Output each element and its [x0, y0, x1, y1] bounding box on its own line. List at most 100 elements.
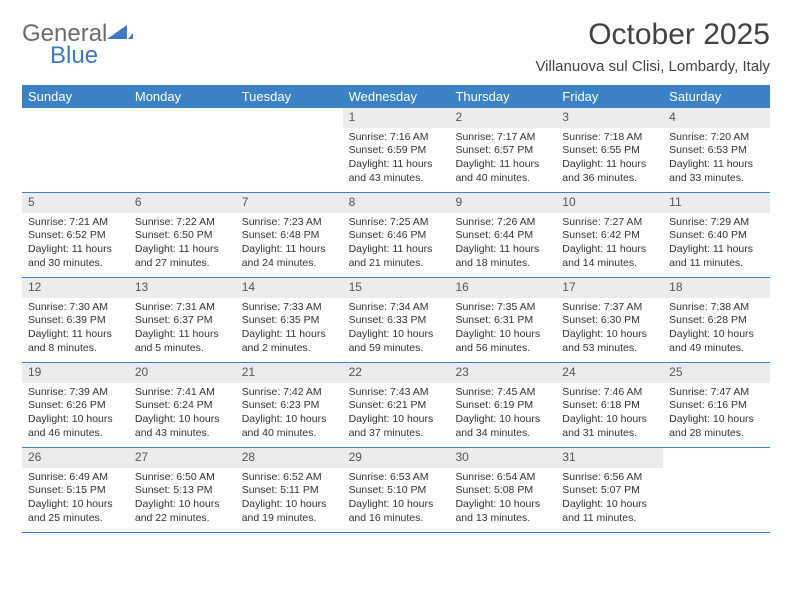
day-header-mon: Monday [129, 85, 236, 108]
day-details: Sunrise: 7:33 AMSunset: 6:35 PMDaylight:… [236, 298, 343, 360]
daylight-line: Daylight: 11 hours and 11 minutes. [669, 243, 764, 270]
logo: General Blue [22, 22, 133, 68]
sunset-line: Sunset: 6:16 PM [669, 399, 764, 413]
daylight-line: Daylight: 11 hours and 8 minutes. [28, 328, 123, 355]
day-details: Sunrise: 7:17 AMSunset: 6:57 PMDaylight:… [449, 128, 556, 190]
daylight-line: Daylight: 10 hours and 56 minutes. [455, 328, 550, 355]
location: Villanuova sul Clisi, Lombardy, Italy [535, 58, 770, 75]
day-cell: 23Sunrise: 7:45 AMSunset: 6:19 PMDayligh… [449, 363, 556, 447]
day-number: 22 [343, 363, 450, 383]
sunrise-line: Sunrise: 7:46 AM [562, 386, 657, 400]
daylight-line: Daylight: 11 hours and 18 minutes. [455, 243, 550, 270]
day-cell: 19Sunrise: 7:39 AMSunset: 6:26 PMDayligh… [22, 363, 129, 447]
daylight-line: Daylight: 10 hours and 19 minutes. [242, 498, 337, 525]
day-number: 14 [236, 278, 343, 298]
day-header-wed: Wednesday [343, 85, 450, 108]
sunrise-line: Sunrise: 6:53 AM [349, 471, 444, 485]
sunset-line: Sunset: 6:31 PM [455, 314, 550, 328]
sunrise-line: Sunrise: 7:23 AM [242, 216, 337, 230]
day-number: 27 [129, 448, 236, 468]
sunset-line: Sunset: 6:26 PM [28, 399, 123, 413]
day-header-fri: Friday [556, 85, 663, 108]
day-details: Sunrise: 7:34 AMSunset: 6:33 PMDaylight:… [343, 298, 450, 360]
daylight-line: Daylight: 10 hours and 59 minutes. [349, 328, 444, 355]
sunrise-line: Sunrise: 7:38 AM [669, 301, 764, 315]
day-details: Sunrise: 7:47 AMSunset: 6:16 PMDaylight:… [663, 383, 770, 445]
day-details: Sunrise: 7:43 AMSunset: 6:21 PMDaylight:… [343, 383, 450, 445]
day-cell: 29Sunrise: 6:53 AMSunset: 5:10 PMDayligh… [343, 448, 450, 532]
sunset-line: Sunset: 6:50 PM [135, 229, 230, 243]
day-header-sat: Saturday [663, 85, 770, 108]
sunset-line: Sunset: 5:11 PM [242, 484, 337, 498]
sunrise-line: Sunrise: 6:49 AM [28, 471, 123, 485]
sunset-line: Sunset: 6:42 PM [562, 229, 657, 243]
day-number: 23 [449, 363, 556, 383]
day-cell: 4Sunrise: 7:20 AMSunset: 6:53 PMDaylight… [663, 108, 770, 192]
daylight-line: Daylight: 10 hours and 16 minutes. [349, 498, 444, 525]
logo-triangle-icon [107, 23, 133, 46]
daylight-line: Daylight: 11 hours and 14 minutes. [562, 243, 657, 270]
daylight-line: Daylight: 10 hours and 13 minutes. [455, 498, 550, 525]
day-cell: 10Sunrise: 7:27 AMSunset: 6:42 PMDayligh… [556, 193, 663, 277]
sunrise-line: Sunrise: 7:17 AM [455, 131, 550, 145]
sunset-line: Sunset: 6:55 PM [562, 144, 657, 158]
sunset-line: Sunset: 6:44 PM [455, 229, 550, 243]
day-cell: 9Sunrise: 7:26 AMSunset: 6:44 PMDaylight… [449, 193, 556, 277]
daylight-line: Daylight: 10 hours and 31 minutes. [562, 413, 657, 440]
daylight-line: Daylight: 10 hours and 49 minutes. [669, 328, 764, 355]
day-details: Sunrise: 7:41 AMSunset: 6:24 PMDaylight:… [129, 383, 236, 445]
empty-cell [236, 108, 343, 192]
day-details: Sunrise: 7:39 AMSunset: 6:26 PMDaylight:… [22, 383, 129, 445]
day-number: 12 [22, 278, 129, 298]
daylight-line: Daylight: 10 hours and 46 minutes. [28, 413, 123, 440]
day-details: Sunrise: 6:49 AMSunset: 5:15 PMDaylight:… [22, 468, 129, 530]
sunset-line: Sunset: 6:18 PM [562, 399, 657, 413]
day-details: Sunrise: 6:53 AMSunset: 5:10 PMDaylight:… [343, 468, 450, 530]
day-number: 30 [449, 448, 556, 468]
calendar: Sunday Monday Tuesday Wednesday Thursday… [22, 85, 770, 533]
sunrise-line: Sunrise: 7:26 AM [455, 216, 550, 230]
sunset-line: Sunset: 6:21 PM [349, 399, 444, 413]
sunset-line: Sunset: 5:15 PM [28, 484, 123, 498]
day-number: 26 [22, 448, 129, 468]
daylight-line: Daylight: 11 hours and 5 minutes. [135, 328, 230, 355]
sunrise-line: Sunrise: 7:47 AM [669, 386, 764, 400]
day-number: 9 [449, 193, 556, 213]
sunset-line: Sunset: 6:33 PM [349, 314, 444, 328]
sunset-line: Sunset: 6:35 PM [242, 314, 337, 328]
daylight-line: Daylight: 11 hours and 30 minutes. [28, 243, 123, 270]
month-title: October 2025 [535, 18, 770, 52]
sunset-line: Sunset: 6:37 PM [135, 314, 230, 328]
sunrise-line: Sunrise: 7:16 AM [349, 131, 444, 145]
sunrise-line: Sunrise: 7:33 AM [242, 301, 337, 315]
day-cell: 2Sunrise: 7:17 AMSunset: 6:57 PMDaylight… [449, 108, 556, 192]
logo-text-blue: Blue [50, 44, 133, 68]
sunrise-line: Sunrise: 6:52 AM [242, 471, 337, 485]
sunset-line: Sunset: 5:07 PM [562, 484, 657, 498]
day-details: Sunrise: 7:29 AMSunset: 6:40 PMDaylight:… [663, 213, 770, 275]
day-cell: 25Sunrise: 7:47 AMSunset: 6:16 PMDayligh… [663, 363, 770, 447]
day-number: 19 [22, 363, 129, 383]
sunrise-line: Sunrise: 6:56 AM [562, 471, 657, 485]
week-row: 1Sunrise: 7:16 AMSunset: 6:59 PMDaylight… [22, 108, 770, 193]
day-cell: 13Sunrise: 7:31 AMSunset: 6:37 PMDayligh… [129, 278, 236, 362]
day-cell: 12Sunrise: 7:30 AMSunset: 6:39 PMDayligh… [22, 278, 129, 362]
day-cell: 7Sunrise: 7:23 AMSunset: 6:48 PMDaylight… [236, 193, 343, 277]
day-cell: 6Sunrise: 7:22 AMSunset: 6:50 PMDaylight… [129, 193, 236, 277]
week-row: 26Sunrise: 6:49 AMSunset: 5:15 PMDayligh… [22, 448, 770, 533]
day-number: 16 [449, 278, 556, 298]
day-cell: 27Sunrise: 6:50 AMSunset: 5:13 PMDayligh… [129, 448, 236, 532]
day-details: Sunrise: 7:37 AMSunset: 6:30 PMDaylight:… [556, 298, 663, 360]
day-header-row: Sunday Monday Tuesday Wednesday Thursday… [22, 85, 770, 108]
day-details: Sunrise: 7:46 AMSunset: 6:18 PMDaylight:… [556, 383, 663, 445]
sunrise-line: Sunrise: 7:29 AM [669, 216, 764, 230]
sunrise-line: Sunrise: 6:50 AM [135, 471, 230, 485]
day-number: 28 [236, 448, 343, 468]
day-details: Sunrise: 7:45 AMSunset: 6:19 PMDaylight:… [449, 383, 556, 445]
day-cell: 3Sunrise: 7:18 AMSunset: 6:55 PMDaylight… [556, 108, 663, 192]
sunrise-line: Sunrise: 7:21 AM [28, 216, 123, 230]
sunset-line: Sunset: 5:13 PM [135, 484, 230, 498]
week-row: 19Sunrise: 7:39 AMSunset: 6:26 PMDayligh… [22, 363, 770, 448]
day-number: 18 [663, 278, 770, 298]
day-details: Sunrise: 7:26 AMSunset: 6:44 PMDaylight:… [449, 213, 556, 275]
